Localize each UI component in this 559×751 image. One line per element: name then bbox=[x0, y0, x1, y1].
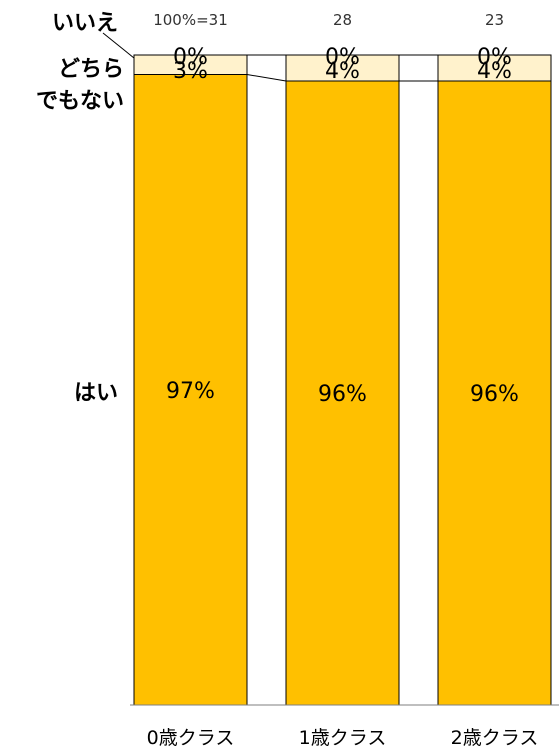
segment-label-neutral-2: 4% bbox=[477, 59, 512, 84]
legend-label-yes: はい bbox=[74, 381, 118, 406]
legend-leader-line bbox=[102, 32, 135, 59]
segment-label-neutral-0: 3% bbox=[173, 59, 208, 84]
segment-label-neutral-1: 4% bbox=[325, 59, 360, 84]
bar-segment-0-0 bbox=[133, 74, 248, 706]
sample-size-labels: 100%=31 28 23 bbox=[153, 11, 504, 29]
legend-label-neutral-line1: どちら bbox=[58, 57, 124, 82]
category-labels: 0歳クラス 1歳クラス 2歳クラス bbox=[147, 727, 539, 749]
segment-label-yes-1: 96% bbox=[318, 382, 367, 407]
sample-size-label-2: 23 bbox=[485, 11, 504, 29]
bar-segment-1-0 bbox=[133, 54, 248, 75]
segment-label-no-0: 0% bbox=[173, 45, 208, 70]
legend-label-no: いいえ bbox=[52, 11, 118, 36]
legend-label-neutral-line2: でもない bbox=[36, 89, 124, 114]
category-label-2: 2歳クラス bbox=[451, 727, 539, 749]
segment-label-yes-2: 96% bbox=[470, 382, 519, 407]
connector-boundary-0 bbox=[246, 74, 287, 82]
sample-size-label-1: 28 bbox=[333, 11, 352, 29]
sample-size-label-0: 100%=31 bbox=[153, 11, 228, 29]
segment-label-no-1: 0% bbox=[325, 45, 360, 70]
bar-segment-0-2 bbox=[437, 80, 552, 706]
bar-segment-1-1 bbox=[285, 54, 400, 82]
bars-group bbox=[133, 54, 552, 706]
connector-lines bbox=[246, 54, 438, 82]
segment-labels: 97%3%0%96%4%0%96%4%0% bbox=[166, 45, 519, 407]
bar-segment-1-2 bbox=[437, 54, 552, 82]
legend-labels: いいえ どちら でもない はい bbox=[36, 11, 135, 406]
category-label-1: 1歳クラス bbox=[299, 727, 387, 749]
segment-label-no-2: 0% bbox=[477, 45, 512, 70]
segment-label-yes-0: 97% bbox=[166, 379, 215, 404]
category-label-0: 0歳クラス bbox=[147, 727, 235, 749]
